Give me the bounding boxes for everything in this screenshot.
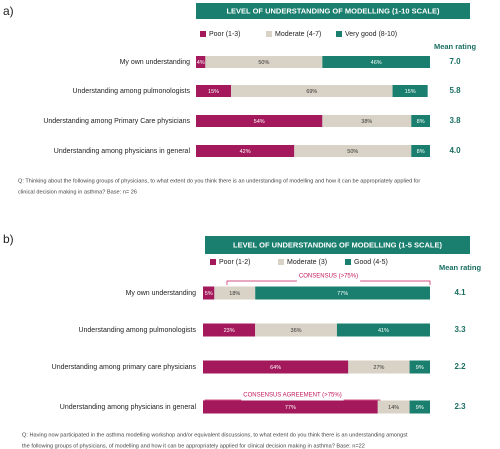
bar-segment xyxy=(411,145,430,157)
mean-rating: 5.8 xyxy=(449,86,461,95)
value-label: 8% xyxy=(417,149,425,155)
footnote: Q: Having now participated in the asthma… xyxy=(22,432,408,438)
bar-segment xyxy=(294,145,412,157)
bar-segment xyxy=(322,115,412,127)
category-label: My own understanding xyxy=(126,290,197,297)
category-label: Understanding among physicians in genera… xyxy=(60,404,197,411)
legend-label: Moderate (3) xyxy=(287,259,327,266)
annotation-bg xyxy=(241,399,344,401)
title-banner xyxy=(205,236,470,254)
legend-label: Poor (1-3) xyxy=(209,31,241,38)
value-label: 15% xyxy=(208,89,219,95)
bar-segment xyxy=(196,56,206,68)
bar-segment xyxy=(255,323,337,337)
bar-segment xyxy=(322,56,430,68)
legend-swatch xyxy=(336,31,342,37)
bar-segment xyxy=(255,286,430,300)
legend-label: Poor (1-2) xyxy=(219,259,251,266)
value-label: 42% xyxy=(240,149,251,155)
bar-segment xyxy=(203,286,215,300)
mean-rating: 4.1 xyxy=(454,288,466,297)
value-label: 27% xyxy=(373,365,384,371)
category-label: Understanding among pulmonologists xyxy=(72,88,190,95)
value-label: 15% xyxy=(405,89,416,95)
legend-swatch xyxy=(278,259,284,265)
mean-rating-header: Mean rating xyxy=(434,42,477,51)
bar-segment xyxy=(377,400,410,414)
panel-label: a) xyxy=(3,4,14,18)
legend-swatch xyxy=(266,31,272,37)
panel-label: b) xyxy=(3,232,14,246)
chart-title: LEVEL OF UNDERSTANDING OF MODELLING (1-1… xyxy=(226,6,440,15)
value-label: 38% xyxy=(361,119,372,125)
value-label: 14% xyxy=(388,405,399,411)
footnote: clinical decision making in asthma? Base… xyxy=(18,189,137,195)
category-label: Understanding among physicians in genera… xyxy=(54,148,191,155)
value-label: 41% xyxy=(378,328,389,334)
category-label: My own understanding xyxy=(120,59,191,66)
value-label: 18% xyxy=(229,291,240,297)
bar-segment xyxy=(409,400,430,414)
legend-swatch xyxy=(200,31,206,37)
value-label: 8% xyxy=(417,119,425,125)
bar-segment xyxy=(348,360,410,374)
mean-rating: 2.3 xyxy=(454,402,466,411)
mean-rating: 3.3 xyxy=(454,325,466,334)
bar-segment xyxy=(392,85,428,97)
bar-segment xyxy=(203,400,378,414)
footnote: the following groups of physicians, of m… xyxy=(22,443,365,449)
value-label: 9% xyxy=(416,405,424,411)
value-label: 23% xyxy=(224,328,235,334)
legend-swatch xyxy=(345,259,351,265)
annotation-bg xyxy=(296,280,361,282)
value-label: 50% xyxy=(347,149,358,155)
bar-segment xyxy=(196,115,323,127)
bar-segment xyxy=(196,85,232,97)
footnote: Q: Thinking about the following groups o… xyxy=(18,178,420,184)
bar-segment xyxy=(411,115,430,127)
bar-segment xyxy=(196,145,295,157)
value-label: 4% xyxy=(197,60,205,66)
value-label: 54% xyxy=(254,119,265,125)
value-label: 77% xyxy=(285,405,296,411)
annotation: CONSENSUS (>75%) xyxy=(299,274,358,280)
chart-title: LEVEL OF UNDERSTANDING OF MODELLING (1-5… xyxy=(233,240,442,249)
bar-segment xyxy=(409,360,430,374)
value-label: 46% xyxy=(371,60,382,66)
mean-rating: 2.2 xyxy=(454,362,466,371)
mean-rating-header: Mean rating xyxy=(439,263,482,272)
title-banner xyxy=(196,3,470,19)
bar-segment xyxy=(203,360,349,374)
mean-rating: 3.8 xyxy=(449,116,461,125)
bar-segment xyxy=(203,323,256,337)
legend-label: Moderate (4-7) xyxy=(275,31,321,38)
category-label: Understanding among primary care physici… xyxy=(52,364,197,371)
value-label: 64% xyxy=(270,365,281,371)
legend-label: Very good (8-10) xyxy=(345,31,397,38)
legend-swatch xyxy=(210,259,216,265)
bar-segment xyxy=(231,85,393,97)
annotation: CONSENSUS AGREEMENT (>75%) xyxy=(243,393,341,399)
bar-segment xyxy=(214,286,256,300)
mean-rating: 4.0 xyxy=(449,146,461,155)
bar-segment xyxy=(205,56,323,68)
value-label: 50% xyxy=(258,60,269,66)
value-label: 5% xyxy=(205,291,213,297)
category-label: Understanding among pulmonologists xyxy=(78,327,196,334)
value-label: 9% xyxy=(416,365,424,371)
category-label: Understanding among Primary Care physici… xyxy=(43,118,190,125)
value-label: 69% xyxy=(306,89,317,95)
value-label: 36% xyxy=(291,328,302,334)
legend-label: Good (4-5) xyxy=(354,259,388,266)
bar-segment xyxy=(336,323,430,337)
value-label: 77% xyxy=(337,291,348,297)
mean-rating: 7.0 xyxy=(449,57,461,66)
